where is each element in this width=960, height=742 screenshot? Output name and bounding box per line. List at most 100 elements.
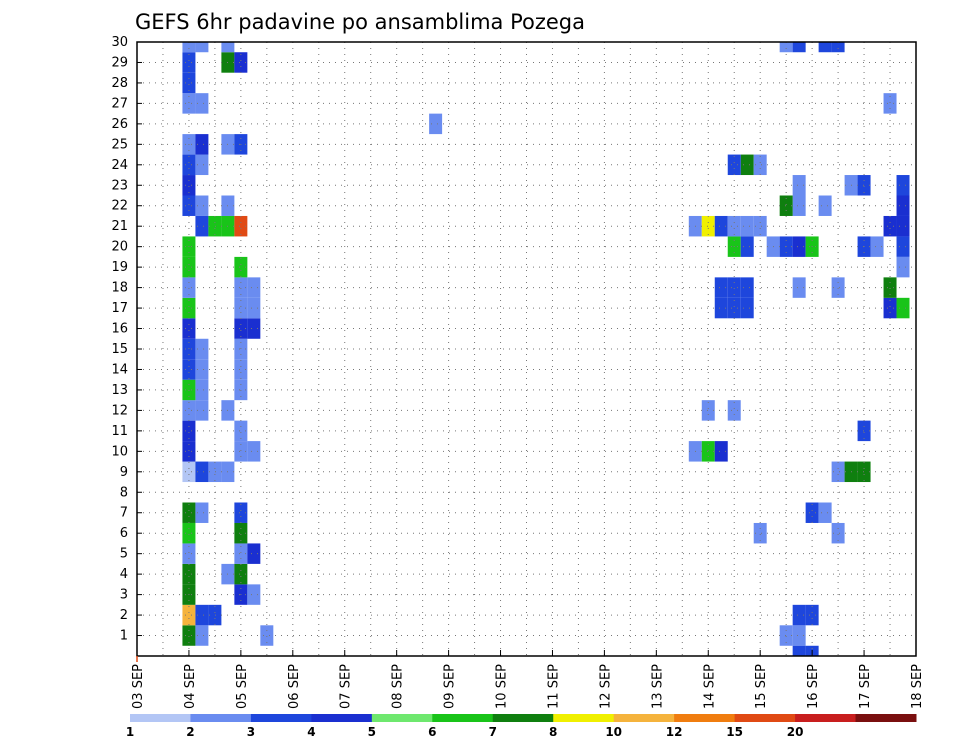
x-tick-label: 15 SEP <box>754 664 769 709</box>
colorbar-swatch <box>130 714 191 722</box>
heatmap-cell <box>195 93 209 114</box>
heatmap-cell <box>195 338 209 360</box>
x-tick-label: 06 SEP <box>287 664 302 709</box>
heatmap-cell <box>740 277 754 298</box>
y-tick-label: 11 <box>111 424 128 439</box>
y-tick-label: 30 <box>111 35 128 50</box>
heatmap-cell <box>195 400 209 421</box>
colorbar-label: 8 <box>549 725 557 739</box>
y-tick-label: 10 <box>111 444 128 459</box>
heatmap-cell <box>896 175 910 196</box>
y-tick-label: 13 <box>111 383 128 398</box>
x-axis-ticks: 03 SEP 04 SEP 05 SEP 06 SEP 07 SEP 08 SEP 09 S… <box>131 650 925 709</box>
heatmap-cell <box>247 297 261 319</box>
heatmap-cell <box>182 441 196 462</box>
heatmap-cell <box>779 625 793 646</box>
y-tick-label: 2 <box>120 608 128 623</box>
colorbar-label: 4 <box>307 725 315 739</box>
y-tick-label: 26 <box>111 117 128 132</box>
heatmap-cell <box>714 297 728 319</box>
heatmap-cell <box>714 215 728 237</box>
heatmap-cell <box>195 461 209 483</box>
x-tick-label: 17 SEP <box>858 664 873 709</box>
grid-lines <box>137 42 916 656</box>
y-tick-label: 18 <box>111 281 128 296</box>
x-tick-label: 04 SEP <box>183 664 198 709</box>
heatmap-cell <box>247 277 261 298</box>
heatmap-cell <box>247 441 261 462</box>
y-tick-label: 17 <box>111 301 128 316</box>
heatmap-cell <box>234 52 248 73</box>
heatmap-cell <box>182 604 196 626</box>
heatmap-cell <box>182 400 196 421</box>
x-tick-label: 08 SEP <box>391 664 406 709</box>
heatmap-cell <box>857 420 871 442</box>
y-tick-label: 23 <box>111 178 128 193</box>
heatmap-cell <box>753 215 767 237</box>
colorbar: 1 2 3 4 5 6 7 8 10 12 15 20 <box>126 714 917 739</box>
heatmap-cell <box>740 215 754 237</box>
heatmap-cell <box>714 441 728 462</box>
heatmap-cell <box>208 461 222 483</box>
heatmap-cell <box>883 297 897 319</box>
x-tick-label: 07 SEP <box>339 664 354 709</box>
heatmap-cell <box>182 338 196 360</box>
heatmap-cell <box>831 522 845 544</box>
heatmap-cell <box>182 72 196 94</box>
heatmap-cell <box>234 359 248 380</box>
y-tick-label: 15 <box>111 342 128 357</box>
heatmap-cell <box>896 297 910 319</box>
heatmap-cell <box>779 42 793 53</box>
heatmap-cell <box>195 42 209 53</box>
y-tick-label: 9 <box>120 465 128 480</box>
colorbar-label: 12 <box>666 725 683 739</box>
colorbar-label: 10 <box>605 725 622 739</box>
heatmap-cell <box>182 359 196 380</box>
heatmap-cell <box>740 154 754 176</box>
heatmap-cell <box>727 400 741 421</box>
colorbar-swatch <box>190 714 252 722</box>
heatmap-cell <box>896 195 910 216</box>
x-tick-label: 03 SEP <box>131 664 146 709</box>
heatmap-cell <box>182 93 196 114</box>
colorbar-swatch <box>311 714 373 722</box>
heatmap-cell <box>182 625 196 646</box>
heatmap-cell <box>779 195 793 216</box>
heatmap-cell <box>195 502 209 523</box>
y-tick-label: 1 <box>120 629 128 644</box>
heatmap-cell <box>260 625 274 646</box>
colorbar-swatch <box>492 714 554 722</box>
heatmap-cell <box>727 277 741 298</box>
y-tick-label: 3 <box>120 588 128 603</box>
colorbar-swatch <box>674 714 736 722</box>
colorbar-label: 2 <box>186 725 194 739</box>
heatmap-cell <box>234 441 248 462</box>
heatmap-cell <box>195 379 209 401</box>
x-tick-label: 10 SEP <box>495 664 510 709</box>
heatmap-cell <box>792 175 806 196</box>
heatmap-cell <box>208 604 222 626</box>
heatmap-cell <box>182 52 196 73</box>
colorbar-swatch <box>855 714 917 722</box>
x-tick-label: 13 SEP <box>650 664 665 709</box>
heatmap-cell <box>182 256 196 278</box>
heatmap-cell <box>896 236 910 257</box>
heatmap-cell <box>234 543 248 564</box>
colorbar-label: 6 <box>428 725 436 739</box>
heatmap-cell <box>221 42 235 53</box>
heatmap-cell <box>182 42 196 53</box>
heatmap-cell <box>182 154 196 176</box>
heatmap-cell <box>727 297 741 319</box>
y-tick-label: 21 <box>111 219 128 234</box>
heatmap-cell <box>429 113 443 135</box>
colorbar-swatch <box>371 714 433 722</box>
heatmap-cell <box>818 502 832 523</box>
colorbar-swatch <box>250 714 312 722</box>
heatmap-cell <box>792 625 806 646</box>
y-tick-label: 22 <box>111 199 128 214</box>
y-tick-label: 19 <box>111 260 128 275</box>
heatmap-cell <box>714 277 728 298</box>
y-tick-label: 27 <box>111 96 128 111</box>
heatmap-cell <box>182 543 196 564</box>
